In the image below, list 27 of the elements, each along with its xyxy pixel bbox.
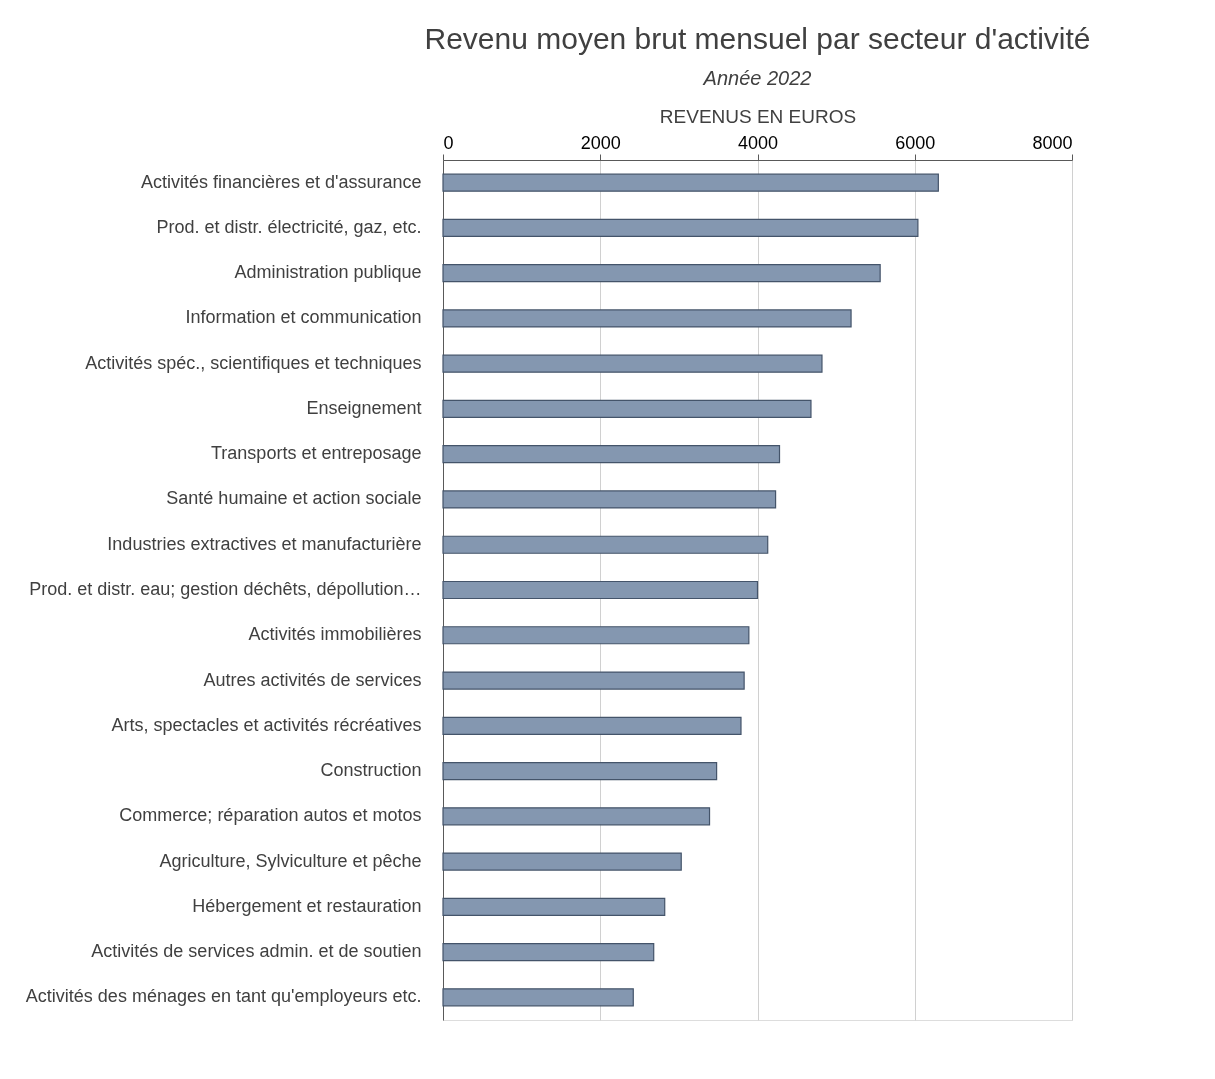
y-tick-label: Activités de services admin. et de soutien [91,941,422,962]
y-tick-label: Autres activités de services [203,669,422,690]
chart-title: Revenu moyen brut mensuel par secteur d'activité [424,22,1091,55]
x-axis-title: REVENUS EN EUROS [659,105,857,127]
x-tick-label: 6000 [895,132,936,153]
y-tick-label: Commerce; réparation autos et motos [119,805,422,826]
y-tick-label: Prod. et distr. électricité, gaz, etc. [156,216,422,237]
y-tick-label: Construction [320,760,422,781]
x-tick-label: 4000 [737,132,779,153]
x-tick-label: 8000 [1032,132,1073,153]
chart-subtitle: Année 2022 [702,67,812,89]
y-tick-label: Santé humaine et action sociale [166,488,422,509]
y-tick-label: Administration publique [234,262,422,283]
y-tick-label: Enseignement [306,397,422,418]
y-tick-label: Activités des ménages en tant qu'employeurs etc. [25,986,422,1007]
x-tick-label: 2000 [580,132,621,153]
y-tick-label: Arts, spectacles et activités récréatives [111,714,422,735]
y-tick-label: Information et communication [185,307,422,328]
y-tick-label: Industries extractives et manufacturière [107,533,422,554]
y-tick-label: Agriculture, Sylviculture et pêche [159,850,422,871]
x-tick-label: 0 [443,132,454,153]
y-tick-label: Activités immobilières [248,624,422,645]
y-tick-label: Activités financières et d'assurance [140,171,422,192]
y-tick-label: Transports et entreposage [211,443,422,464]
y-tick-label: Prod. et distr. eau; gestion déchêts, dépollution… [29,579,422,599]
y-tick-label: Hébergement et restauration [192,895,422,916]
y-tick-label: Activités spéc., scientifiques et techniques [85,352,422,373]
